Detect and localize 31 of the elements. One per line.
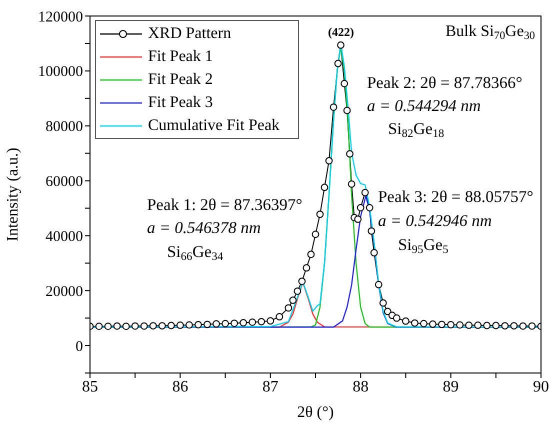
annotation: Bulk Si$_{70}$Ge$_{30}$ — [446, 23, 536, 42]
y-tick-label: 40000 — [46, 229, 83, 246]
x-tick-label: 86 — [172, 378, 188, 396]
y-tick-label: 100000 — [38, 64, 83, 80]
annotation: a = 0.544294 nm — [367, 96, 481, 115]
legend-label: Fit Peak 2 — [148, 70, 213, 88]
annotation: Si$_{82}$Ge$_{18}$ — [388, 119, 444, 140]
y-axis-title: Intensity (a.u.) — [4, 148, 22, 242]
annotation: Peak 1: 2θ = 87.36397° — [147, 195, 302, 214]
x-tick-label: 85 — [82, 378, 98, 396]
annotation: (422) — [328, 25, 354, 39]
x-axis-title: 2θ (°) — [297, 404, 334, 421]
y-tick-label: 120000 — [38, 9, 83, 26]
annotation: Peak 2: 2θ = 87.78366° — [367, 73, 522, 92]
annotation: Peak 3: 2θ = 88.05757° — [378, 187, 534, 206]
legend-label: Cumulative Fit Peak — [148, 116, 280, 134]
y-tick-label: 20000 — [46, 284, 83, 300]
annotation: Si$_{95}$Ge$_{5}$ — [398, 235, 449, 256]
legend-label: XRD Pattern — [148, 24, 232, 42]
x-tick-label: 87 — [262, 378, 278, 396]
legend-label: Fit Peak 3 — [148, 94, 213, 112]
annotation: Si$_{66}$Ge$_{34}$ — [167, 242, 224, 263]
annotation: a = 0.546378 nm — [147, 218, 261, 237]
x-tick-label: 89 — [442, 378, 459, 396]
y-tick-label: 60000 — [46, 174, 83, 190]
annotation: a = 0.542946 nm — [378, 211, 492, 230]
y-tick-label: 80000 — [46, 119, 83, 136]
legend-label: Fit Peak 1 — [148, 48, 213, 66]
x-tick-label: 90 — [533, 378, 549, 396]
x-tick-label: 88 — [352, 378, 369, 396]
y-tick-label: 0 — [76, 338, 83, 355]
